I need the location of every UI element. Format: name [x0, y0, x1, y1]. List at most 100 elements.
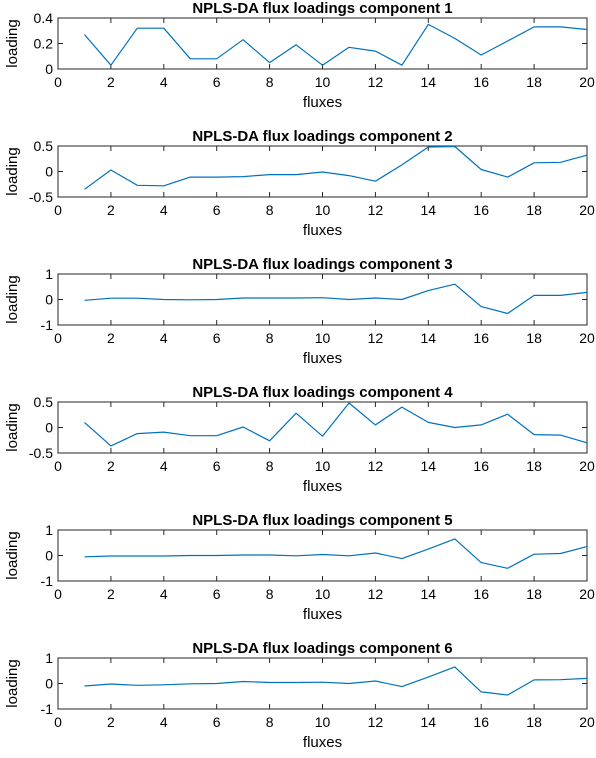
- y-tick-label: -0.5: [29, 445, 53, 461]
- x-tick-label: 10: [315, 714, 331, 730]
- y-tick-label: 0.2: [34, 36, 54, 52]
- x-tick-label: 20: [579, 458, 595, 474]
- series-line: [84, 538, 588, 569]
- x-tick-label: 2: [107, 202, 115, 218]
- x-tick-label: 16: [473, 202, 489, 218]
- x-tick-label: 20: [579, 586, 595, 602]
- x-tick-label: 14: [421, 202, 437, 218]
- y-tick-label: -1: [41, 573, 54, 589]
- x-tick-label: 4: [160, 330, 168, 346]
- y-axis-label: loading: [4, 147, 21, 195]
- x-tick-label: 18: [526, 586, 542, 602]
- axes-box: [57, 17, 588, 70]
- x-tick-label: 18: [526, 202, 542, 218]
- x-tick-label: 0: [54, 330, 62, 346]
- x-tick-label: 16: [473, 586, 489, 602]
- x-axis-label: fluxes: [303, 94, 342, 111]
- x-tick-label: 18: [526, 330, 542, 346]
- x-tick-label: 0: [54, 458, 62, 474]
- x-axis-label: fluxes: [303, 606, 342, 623]
- x-tick-label: 16: [473, 458, 489, 474]
- axes-box: [57, 273, 588, 326]
- x-tick-label: 10: [315, 74, 331, 90]
- series-line: [84, 145, 588, 190]
- x-tick-label: 2: [107, 586, 115, 602]
- x-axis-label: fluxes: [303, 350, 342, 367]
- x-tick-label: 8: [266, 74, 274, 90]
- x-tick-label: 14: [421, 330, 437, 346]
- x-tick-label: 20: [579, 202, 595, 218]
- axes-box: [57, 657, 588, 710]
- x-tick-label: 0: [54, 202, 62, 218]
- series-line: [84, 283, 588, 315]
- x-tick-label: 20: [579, 714, 595, 730]
- series-line: [84, 402, 588, 447]
- x-axis-label: fluxes: [303, 222, 342, 239]
- x-tick-label: 12: [368, 586, 384, 602]
- y-tick-label: 0: [45, 292, 53, 308]
- y-tick-label: -0.5: [29, 189, 53, 205]
- x-tick-label: 18: [526, 714, 542, 730]
- x-tick-label: 16: [473, 74, 489, 90]
- x-tick-label: 12: [368, 202, 384, 218]
- x-tick-label: 8: [266, 202, 274, 218]
- y-axis-label: loading: [4, 531, 21, 579]
- y-tick-label: 1: [45, 266, 53, 282]
- y-tick-label: 0: [45, 676, 53, 692]
- x-tick-label: 10: [315, 458, 331, 474]
- x-tick-label: 10: [315, 586, 331, 602]
- y-tick-label: 0: [45, 420, 53, 436]
- y-axis-label: loading: [4, 403, 21, 451]
- x-tick-label: 10: [315, 330, 331, 346]
- series-line: [84, 666, 588, 696]
- y-axis-label: loading: [4, 659, 21, 707]
- x-tick-label: 8: [266, 586, 274, 602]
- x-axis-label: fluxes: [303, 734, 342, 751]
- x-tick-label: 0: [54, 74, 62, 90]
- y-tick-label: 0: [45, 548, 53, 564]
- x-tick-label: 4: [160, 74, 168, 90]
- x-tick-label: 20: [579, 74, 595, 90]
- chart-title: NPLS-DA flux loadings component 2: [192, 128, 452, 145]
- x-tick-label: 16: [473, 330, 489, 346]
- x-tick-label: 4: [160, 714, 168, 730]
- x-tick-label: 14: [421, 586, 437, 602]
- y-tick-label: -1: [41, 317, 54, 333]
- y-tick-label: 0.5: [34, 138, 54, 154]
- x-tick-label: 4: [160, 458, 168, 474]
- x-tick-label: 6: [213, 586, 221, 602]
- x-tick-label: 2: [107, 714, 115, 730]
- x-tick-label: 12: [368, 330, 384, 346]
- x-tick-label: 20: [579, 330, 595, 346]
- x-tick-label: 8: [266, 714, 274, 730]
- chart-title: NPLS-DA flux loadings component 3: [192, 256, 452, 273]
- x-tick-label: 6: [213, 74, 221, 90]
- y-tick-label: 0.4: [34, 10, 54, 26]
- chart-title: NPLS-DA flux loadings component 5: [192, 512, 452, 529]
- y-tick-label: -1: [41, 701, 54, 717]
- chart-title: NPLS-DA flux loadings component 1: [192, 0, 452, 17]
- x-tick-label: 6: [213, 458, 221, 474]
- x-tick-label: 18: [526, 458, 542, 474]
- y-axis-label: loading: [4, 19, 21, 67]
- x-tick-label: 4: [160, 202, 168, 218]
- chart-panel-1: 0 2 4 6 8 10 12 14 16 18 20 0 0.2 0.4 NPLS-DA flux loa…: [4, 0, 595, 111]
- chart-title: NPLS-DA flux loadings component 4: [192, 384, 453, 401]
- x-tick-label: 18: [526, 74, 542, 90]
- x-tick-label: 16: [473, 714, 489, 730]
- x-tick-label: 6: [213, 330, 221, 346]
- x-tick-label: 14: [421, 714, 437, 730]
- x-tick-label: 6: [213, 202, 221, 218]
- x-tick-label: 0: [54, 714, 62, 730]
- y-tick-label: 1: [45, 650, 53, 666]
- x-tick-label: 12: [368, 714, 384, 730]
- x-tick-label: 14: [421, 458, 437, 474]
- x-tick-label: 12: [368, 74, 384, 90]
- y-tick-label: 0: [45, 61, 53, 77]
